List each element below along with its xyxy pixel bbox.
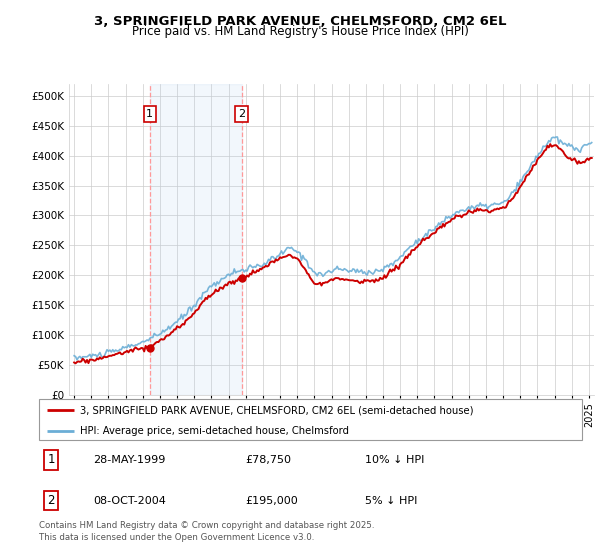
Text: 10% ↓ HPI: 10% ↓ HPI [365, 455, 424, 465]
Text: Price paid vs. HM Land Registry's House Price Index (HPI): Price paid vs. HM Land Registry's House … [131, 25, 469, 38]
FancyBboxPatch shape [39, 399, 582, 440]
Text: 1: 1 [146, 109, 154, 119]
Text: 2: 2 [47, 494, 55, 507]
Text: 1: 1 [47, 454, 55, 466]
Text: Contains HM Land Registry data © Crown copyright and database right 2025.
This d: Contains HM Land Registry data © Crown c… [39, 521, 374, 542]
Text: 2: 2 [238, 109, 245, 119]
Text: 3, SPRINGFIELD PARK AVENUE, CHELMSFORD, CM2 6EL (semi-detached house): 3, SPRINGFIELD PARK AVENUE, CHELMSFORD, … [80, 405, 473, 415]
Text: 5% ↓ HPI: 5% ↓ HPI [365, 496, 417, 506]
Text: 08-OCT-2004: 08-OCT-2004 [94, 496, 166, 506]
Text: 28-MAY-1999: 28-MAY-1999 [94, 455, 166, 465]
Text: £195,000: £195,000 [245, 496, 298, 506]
Text: 3, SPRINGFIELD PARK AVENUE, CHELMSFORD, CM2 6EL: 3, SPRINGFIELD PARK AVENUE, CHELMSFORD, … [94, 15, 506, 27]
Text: HPI: Average price, semi-detached house, Chelmsford: HPI: Average price, semi-detached house,… [80, 426, 349, 436]
Bar [150, 84, 242, 395]
Text: £78,750: £78,750 [245, 455, 292, 465]
